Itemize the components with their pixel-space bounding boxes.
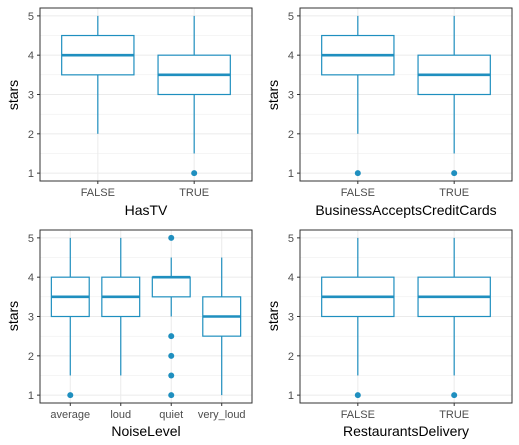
y-tick-label: 5 — [28, 11, 34, 23]
x-tick-label: TRUE — [439, 187, 469, 199]
outlier-point — [451, 170, 458, 177]
x-tick-label: FALSE — [81, 187, 115, 199]
y-tick-label: 5 — [288, 11, 294, 23]
box-FALSE — [321, 15, 395, 177]
y-tick-label: 4 — [28, 50, 34, 62]
x-tick-label: FALSE — [341, 187, 375, 199]
y-tick-label: 4 — [288, 50, 294, 62]
y-tick-label: 3 — [288, 312, 294, 324]
outlier-point — [191, 170, 198, 177]
y-axis-title: stars — [5, 80, 21, 110]
x-tick-label: TRUE — [439, 409, 469, 421]
outlier-point — [168, 234, 175, 241]
outlier-point — [168, 372, 175, 379]
outlier-point — [451, 392, 458, 399]
y-tick-label: 1 — [28, 390, 34, 402]
box-quiet — [151, 234, 191, 399]
y-tick-label: 4 — [28, 272, 34, 284]
y-tick-label: 2 — [288, 129, 294, 141]
x-axis-title: RestaurantsDelivery — [343, 423, 469, 439]
y-tick-label: 2 — [288, 351, 294, 363]
box-average — [50, 237, 90, 399]
outlier-point — [67, 392, 74, 399]
x-tick-label: TRUE — [179, 187, 209, 199]
y-tick-label: 5 — [288, 233, 294, 245]
y-axis-title: stars — [5, 301, 21, 331]
outlier-point — [168, 333, 175, 340]
chart-panel-4: 1 2 3 4 5 FALSE TRUE RestaurantsDelivery stars — [265, 229, 513, 439]
box-loud — [101, 237, 141, 376]
y-tick-label: 3 — [28, 90, 34, 102]
y-tick-label: 2 — [28, 351, 34, 363]
x-tick-label: loud — [110, 409, 131, 421]
outlier-point — [168, 352, 175, 359]
x-tick-label: quiet — [159, 409, 183, 421]
iqr-box — [151, 276, 191, 298]
chart-panel-3: 1 2 3 4 5 average loud quiet very_loud NoiseLevel… — [5, 229, 253, 439]
x-tick-label: FALSE — [341, 409, 375, 421]
x-axis-title: NoiseLevel — [111, 423, 180, 439]
outlier-point — [354, 392, 361, 399]
y-axis-title: stars — [265, 80, 281, 110]
y-tick-label: 1 — [28, 168, 34, 180]
x-tick-label: very_loud — [198, 409, 246, 421]
y-tick-label: 1 — [288, 168, 294, 180]
y-tick-label: 4 — [288, 272, 294, 284]
outlier-point — [354, 170, 361, 177]
box-FALSE — [321, 237, 395, 399]
box-TRUE — [417, 15, 491, 177]
y-axis-title: stars — [265, 301, 281, 331]
x-axis-title: BusinessAcceptsCreditCards — [315, 202, 496, 218]
x-tick-label: average — [50, 409, 90, 421]
y-tick-label: 3 — [28, 312, 34, 324]
outlier-point — [168, 392, 175, 399]
y-tick-label: 2 — [28, 129, 34, 141]
y-tick-label: 5 — [28, 233, 34, 245]
box-TRUE — [157, 15, 231, 177]
box-TRUE — [417, 237, 491, 399]
chart-panel-2: 1 2 3 4 5 FALSE TRUE BusinessAcceptsCreditCards… — [265, 7, 513, 218]
chart-panel-1: 1 2 3 4 5 FALSE TRUE HasTV stars — [5, 7, 253, 218]
box-very_loud — [202, 257, 242, 396]
y-tick-label: 1 — [288, 390, 294, 402]
y-tick-label: 3 — [288, 90, 294, 102]
x-axis-title: HasTV — [125, 202, 168, 218]
box-FALSE — [61, 15, 135, 134]
